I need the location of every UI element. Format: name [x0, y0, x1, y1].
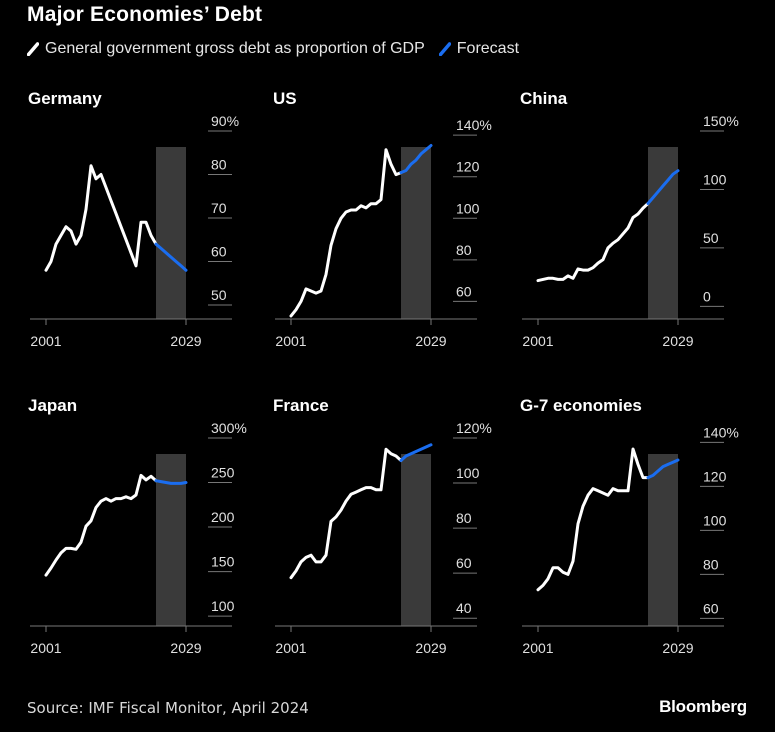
- forecast-line: [646, 169, 680, 205]
- y-tick-label: 60: [211, 243, 227, 259]
- x-tick-label: 2001: [522, 333, 553, 349]
- y-tick-label: 120%: [456, 420, 492, 436]
- x-tick-label: 2001: [275, 640, 306, 656]
- y-tick-label: 140%: [703, 424, 739, 440]
- y-tick-label: 90%: [211, 113, 239, 129]
- legend: General government gross debt as proport…: [27, 40, 533, 58]
- actual-debt-line: [44, 473, 158, 577]
- y-tick-label: 60: [703, 600, 719, 616]
- y-tick-label: 0: [703, 288, 711, 304]
- panel-title: US: [273, 89, 297, 108]
- legend-item-actual: General government gross debt as proport…: [27, 40, 425, 58]
- panel-title: Japan: [28, 396, 77, 415]
- chart-title: Major Economies’ Debt: [27, 3, 263, 26]
- legend-item-forecast: Forecast: [438, 40, 520, 58]
- y-tick-label: 80: [211, 156, 227, 172]
- x-tick-label: 2001: [30, 333, 61, 349]
- y-tick-label: 150: [211, 554, 235, 570]
- y-tick-label: 100: [456, 465, 480, 481]
- x-tick-label: 2029: [170, 333, 201, 349]
- y-tick-label: 200: [211, 509, 235, 525]
- x-tick-label: 2001: [275, 333, 306, 349]
- x-tick-label: 2029: [662, 333, 693, 349]
- panel-japan: Japan 100 150 200 250 300% 2001 2029: [28, 396, 247, 656]
- source-note: Source: IMF Fiscal Monitor, April 2024: [27, 699, 309, 717]
- forecast-band: [156, 147, 186, 319]
- y-tick-label: 60: [456, 555, 472, 571]
- forecast-line: [154, 242, 188, 272]
- y-tick-label: 80: [703, 556, 719, 572]
- forecast-line: [154, 479, 188, 485]
- panel-title: France: [273, 396, 329, 415]
- forecast-line: [399, 443, 433, 462]
- x-tick-label: 2001: [30, 640, 61, 656]
- x-tick-label: 2029: [170, 640, 201, 656]
- panel-china: China 0 50 100 150% 2001 2029: [520, 89, 739, 349]
- y-tick-label: 80: [456, 242, 472, 258]
- y-tick-label: 250: [211, 465, 235, 481]
- y-tick-label: 140%: [456, 117, 492, 133]
- y-tick-label: 120: [703, 468, 727, 484]
- bloomberg-logo: Bloomberg: [659, 697, 747, 716]
- panel-title: China: [520, 89, 568, 108]
- panel-france: France 40 60 80 100 120% 2001 2029: [273, 396, 492, 656]
- legend-actual-label: General government gross debt as proport…: [45, 40, 425, 57]
- x-tick-label: 2029: [415, 333, 446, 349]
- y-tick-label: 300%: [211, 420, 247, 436]
- legend-forecast-swatch: [438, 42, 451, 56]
- panel-germany: Germany 50 60 70 80 90% 2001 2029: [28, 89, 239, 349]
- panel-title: G-7 economies: [520, 396, 642, 415]
- forecast-band: [401, 147, 431, 319]
- actual-debt-line: [289, 148, 403, 318]
- y-tick-label: 100: [703, 171, 727, 187]
- actual-debt-line: [289, 447, 403, 580]
- y-tick-label: 150%: [703, 113, 739, 129]
- forecast-line: [399, 144, 433, 175]
- y-tick-label: 100: [703, 512, 727, 528]
- forecast-line: [646, 458, 680, 480]
- y-tick-label: 50: [703, 230, 719, 246]
- forecast-band: [648, 454, 678, 626]
- panel-g-7-economies: G-7 economies 60 80 100 120 140% 2001 2029: [520, 396, 739, 656]
- y-tick-label: 80: [456, 510, 472, 526]
- y-tick-label: 60: [456, 283, 472, 299]
- y-tick-label: 100: [456, 200, 480, 216]
- y-tick-label: 50: [211, 287, 227, 303]
- x-tick-label: 2029: [662, 640, 693, 656]
- panel-title: Germany: [28, 89, 102, 108]
- legend-actual-swatch: [27, 42, 39, 56]
- y-tick-label: 120: [456, 159, 480, 175]
- forecast-band: [401, 454, 431, 626]
- actual-debt-line: [44, 164, 158, 272]
- x-tick-label: 2029: [415, 640, 446, 656]
- y-tick-label: 70: [211, 200, 227, 216]
- x-tick-label: 2001: [522, 640, 553, 656]
- legend-forecast-label: Forecast: [456, 40, 520, 57]
- forecast-band: [156, 454, 186, 626]
- actual-debt-line: [536, 202, 650, 283]
- y-tick-label: 100: [211, 598, 235, 614]
- actual-debt-line: [536, 447, 650, 592]
- panel-us: US 60 80 100 120 140% 2001 2029: [273, 89, 492, 349]
- y-tick-label: 40: [456, 600, 472, 616]
